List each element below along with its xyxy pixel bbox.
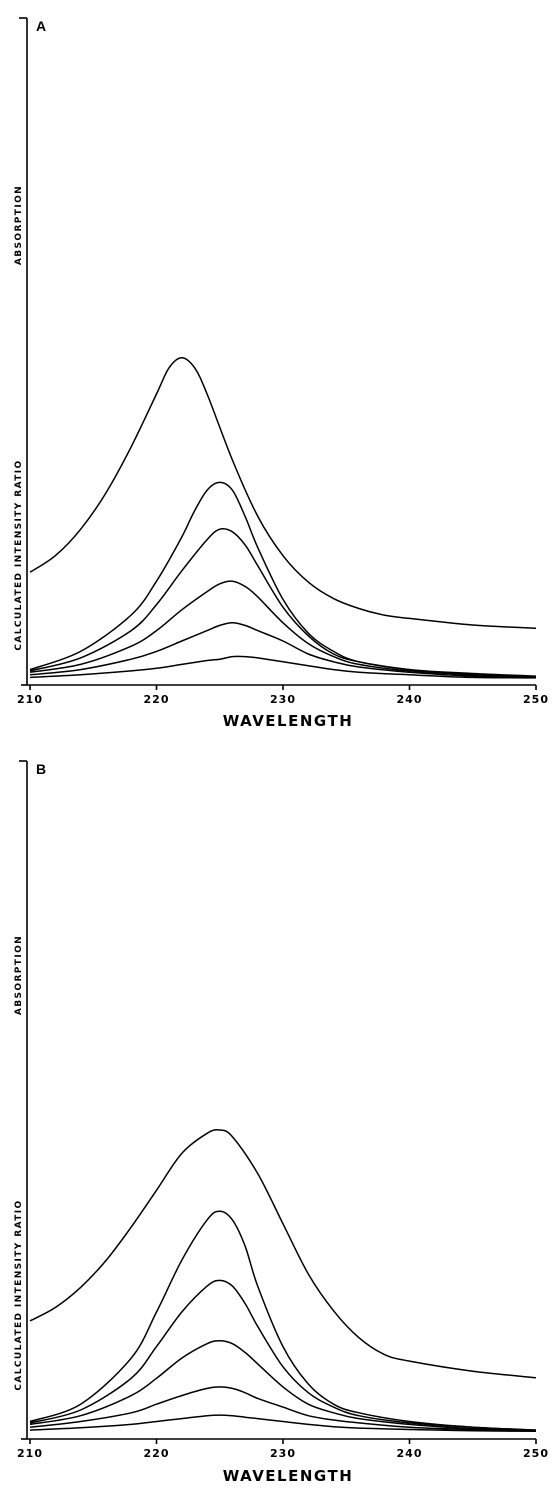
intensity-ratio-curve	[29, 1414, 537, 1433]
x-tick-label: 250	[523, 693, 549, 706]
y-axis-label-absorption: ABSORPTION	[14, 185, 24, 265]
x-tick-label: 230	[270, 1447, 296, 1460]
x-tick-label: 240	[397, 693, 423, 706]
x-tick-label: 220	[144, 1447, 170, 1460]
intensity-ratio-curve	[29, 1340, 537, 1431]
intensity-ratio-curve	[29, 580, 537, 679]
intensity-ratio-curve	[29, 655, 537, 679]
panel-label: B	[36, 761, 46, 777]
x-axis-label: WAVELENGTH	[223, 1467, 354, 1485]
intensity-ratio-curve	[29, 1210, 537, 1431]
y-axis-label-intensity-ratio: CALCULATED INTENSITY RATIO	[14, 459, 24, 650]
intensity-ratio-curve	[29, 1386, 537, 1432]
x-tick-label: 210	[17, 1447, 43, 1460]
y-axis-label-absorption: ABSORPTION	[14, 935, 24, 1015]
x-tick-label: 220	[144, 693, 170, 706]
x-tick-label: 250	[523, 1447, 549, 1460]
x-axis-label: WAVELENGTH	[223, 712, 354, 730]
y-axis-label-intensity-ratio: CALCULATED INTENSITY RATIO	[14, 1199, 24, 1390]
x-tick-label: 210	[17, 693, 43, 706]
intensity-ratio-curve	[29, 1279, 537, 1431]
absorption-curve	[29, 1128, 537, 1379]
absorption-curve	[29, 356, 537, 630]
intensity-ratio-curve	[29, 527, 537, 679]
panel-label: A	[36, 18, 46, 34]
x-tick-label: 240	[397, 1447, 423, 1460]
intensity-ratio-curve	[29, 481, 537, 677]
intensity-ratio-curve	[29, 622, 537, 679]
x-tick-label: 230	[270, 693, 296, 706]
